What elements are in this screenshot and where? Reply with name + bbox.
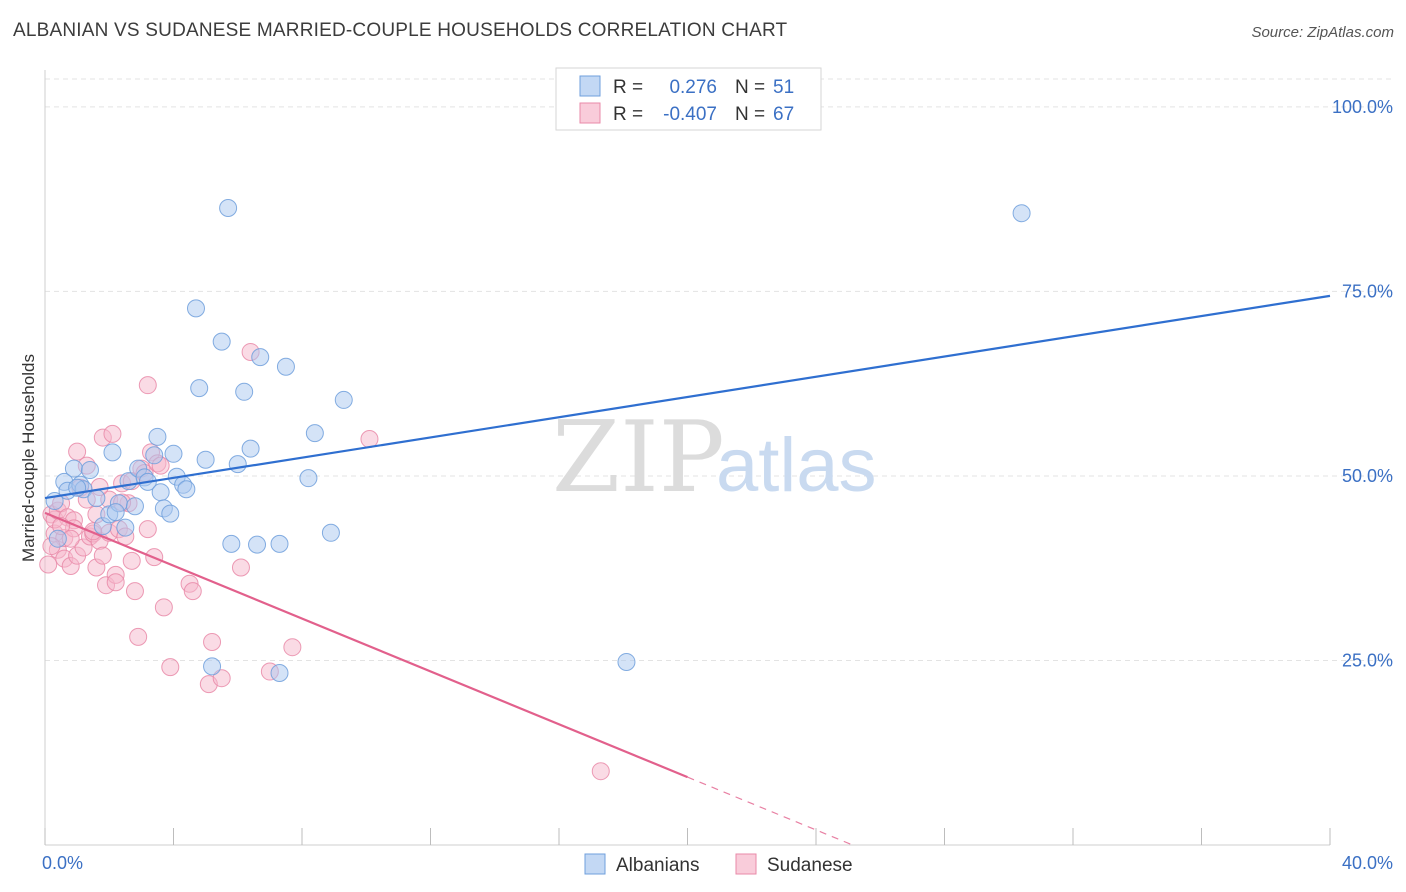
x-tick-label-max: 40.0% xyxy=(1342,853,1393,873)
sudanese-point xyxy=(93,546,112,565)
sudanese-n-label: N = xyxy=(735,104,765,125)
trendlines xyxy=(44,294,1331,846)
sudanese-point xyxy=(106,573,125,592)
albanians-point xyxy=(145,446,164,465)
albanians-point xyxy=(196,450,215,469)
albanians-point xyxy=(1012,204,1031,223)
albanians-series-legend-label: Albanians xyxy=(616,855,699,876)
watermark: ZIP atlas xyxy=(552,401,877,515)
y-tick-label-25: 25.0% xyxy=(1342,650,1393,670)
sudanese-point xyxy=(154,598,173,617)
sudanese-points xyxy=(39,342,610,781)
y-axis-tick-labels: 25.0% 50.0% 75.0% 100.0% xyxy=(1332,97,1393,671)
x-axis-ticks xyxy=(44,828,1331,845)
albanians-point xyxy=(87,489,106,508)
sudanese-point xyxy=(129,627,148,646)
albanians-point xyxy=(334,390,353,409)
albanians-point xyxy=(177,480,196,499)
albanians-point xyxy=(276,357,295,376)
albanians-point xyxy=(103,443,122,462)
sudanese-trendline-extension xyxy=(687,776,853,846)
y-tick-label-50: 50.0% xyxy=(1342,466,1393,486)
x-tick-label-min: 0.0% xyxy=(42,853,83,873)
albanians-point xyxy=(212,332,231,351)
sudanese-r-label: R = xyxy=(613,104,643,125)
chart-source: Source: ZipAtlas.com xyxy=(1251,24,1394,41)
sudanese-point xyxy=(39,555,58,574)
correlation-legend: R = 0.276 N = 51 R = -0.407 N = 67 xyxy=(555,67,822,131)
albanians-point xyxy=(64,459,83,478)
albanians-series-legend-swatch xyxy=(584,853,606,875)
sudanese-trendline xyxy=(44,511,688,779)
sudanese-point xyxy=(183,582,202,601)
sudanese-point xyxy=(283,638,302,657)
albanians-point xyxy=(186,299,205,318)
albanians-legend-swatch xyxy=(579,75,601,97)
sudanese-point xyxy=(231,558,250,577)
sudanese-point xyxy=(591,762,610,781)
albanians-point xyxy=(190,379,209,398)
albanians-trendline xyxy=(44,294,1331,500)
y-tick-label-75: 75.0% xyxy=(1342,281,1393,301)
albanians-point xyxy=(270,664,289,683)
sudanese-point xyxy=(122,551,141,570)
albanians-points xyxy=(45,199,1031,683)
albanians-point xyxy=(106,503,125,522)
sudanese-point xyxy=(125,582,144,601)
albanians-point xyxy=(80,461,99,480)
albanians-point xyxy=(228,455,247,474)
albanians-n-label: N = xyxy=(735,77,765,98)
albanians-point xyxy=(151,483,170,502)
albanians-point xyxy=(125,497,144,516)
albanians-point xyxy=(148,427,167,446)
albanians-point xyxy=(164,444,183,463)
albanians-point xyxy=(161,504,180,523)
sudanese-series-legend-swatch xyxy=(735,853,757,875)
sudanese-point xyxy=(212,669,231,688)
watermark-atlas: atlas xyxy=(716,423,877,508)
albanians-point xyxy=(299,469,318,488)
sudanese-point xyxy=(161,658,180,677)
sudanese-point xyxy=(138,520,157,539)
y-tick-label-100: 100.0% xyxy=(1332,97,1393,117)
sudanese-point xyxy=(68,442,87,461)
sudanese-point xyxy=(138,376,157,395)
sudanese-n-value: 67 xyxy=(773,104,794,125)
watermark-zip: ZIP xyxy=(552,401,725,515)
y-axis-label: Married-couple Households xyxy=(19,354,38,562)
albanians-point xyxy=(251,348,270,367)
chart-title: ALBANIAN VS SUDANESE MARRIED-COUPLE HOUS… xyxy=(13,20,788,41)
albanians-point xyxy=(219,199,238,218)
sudanese-legend-swatch xyxy=(579,102,601,124)
albanians-point xyxy=(235,382,254,401)
albanians-n-value: 51 xyxy=(773,77,794,98)
albanians-point xyxy=(305,424,324,443)
sudanese-r-value: -0.407 xyxy=(663,104,717,125)
albanians-point xyxy=(116,518,135,537)
sudanese-point xyxy=(103,424,122,443)
albanians-point xyxy=(203,657,222,676)
albanians-r-value: 0.276 xyxy=(669,77,717,98)
series-legend: Albanians Sudanese xyxy=(584,853,853,876)
albanians-point xyxy=(617,652,636,671)
albanians-point xyxy=(248,535,267,554)
albanians-point xyxy=(270,534,289,553)
albanians-r-label: R = xyxy=(613,77,643,98)
albanians-point xyxy=(48,529,67,548)
albanians-point xyxy=(241,439,260,458)
sudanese-point xyxy=(203,633,222,652)
sudanese-series-legend-label: Sudanese xyxy=(767,855,853,876)
albanians-point xyxy=(321,523,340,542)
albanians-point xyxy=(222,534,241,553)
